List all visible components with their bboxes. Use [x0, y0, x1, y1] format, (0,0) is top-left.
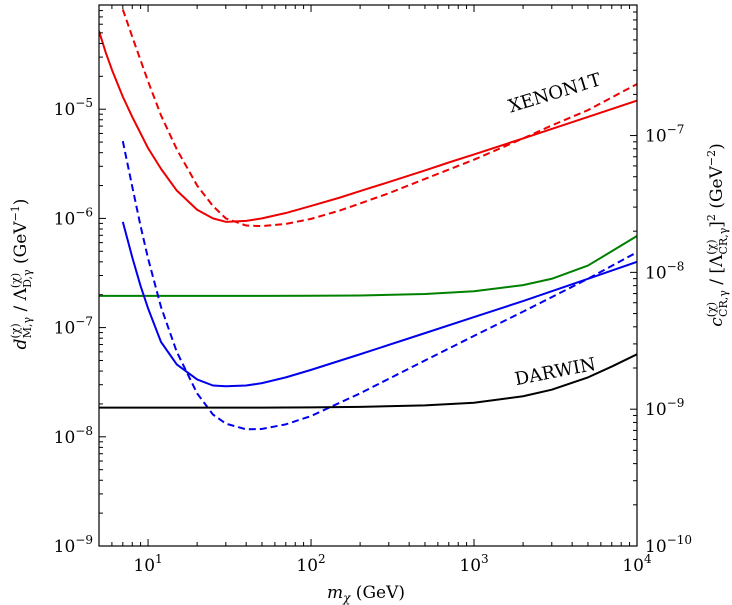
series-line-4 — [121, 221, 637, 388]
x-tick-label: 101 — [133, 552, 162, 576]
y-left-tick-label: 10−9 — [54, 533, 93, 557]
series-line-2 — [121, 9, 637, 228]
x-tick-label: 102 — [296, 552, 325, 576]
x-tick-label: 104 — [622, 552, 652, 576]
series-line-6 — [99, 353, 637, 409]
series-line-5 — [121, 140, 637, 431]
y-left-tick-label: 10−8 — [54, 424, 93, 448]
y-right-tick-label: 10−10 — [645, 533, 692, 557]
plot-curves — [99, 9, 637, 431]
svg-text:d(χ)M,γ / Λ(χ)D,γ (GeV−1): d(χ)M,γ / Λ(χ)D,γ (GeV−1) — [9, 199, 34, 350]
y-right-tick-label: 10−8 — [645, 259, 684, 283]
y-left-tick-label: 10−7 — [54, 315, 93, 339]
left-axis-label: d(χ)M,γ / Λ(χ)D,γ (GeV−1) — [9, 199, 34, 350]
right-axis-label: c(χ)CR,γ / [Λ(χ)CR,γ]2 (GeV−2) — [705, 143, 730, 327]
series-line-3 — [99, 235, 637, 297]
svg-text:c(χ)CR,γ / [Λ(χ)CR,γ]2 (GeV−2): c(χ)CR,γ / [Λ(χ)CR,γ]2 (GeV−2) — [705, 143, 730, 327]
tick-labels: 101 102 103 104 10−9 10−8 10−7 10−6 10−5 10−10 10−… — [54, 96, 692, 576]
series-line-1 — [99, 30, 637, 223]
y-right-tick-label: 10−9 — [645, 396, 684, 420]
y-right-tick-label: 10−7 — [645, 123, 684, 147]
y-left-tick-label: 10−6 — [54, 205, 93, 229]
y-left-tick-label: 10−5 — [54, 96, 93, 120]
x-tick-label: 103 — [459, 552, 488, 576]
axis-ticks — [98, 4, 638, 547]
annotation-darwin: DARWIN — [513, 354, 597, 390]
plot-frame — [98, 4, 638, 547]
x-axis-label: mχ (GeV) — [327, 583, 405, 605]
